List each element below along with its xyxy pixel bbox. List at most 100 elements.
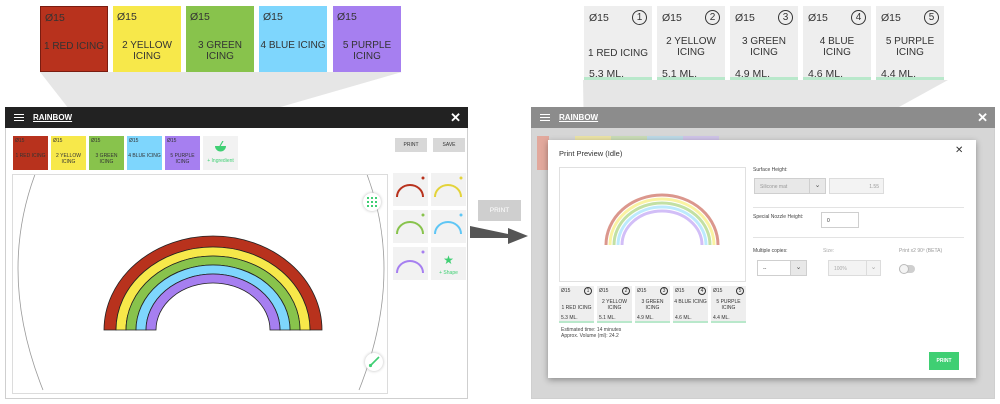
card-name: 5 PURPLE ICING [170, 153, 195, 165]
shape-tile-purple-arc[interactable] [393, 247, 428, 280]
card-diameter: Ø15 [263, 11, 283, 23]
add-ingredient-label: + Ingredient [207, 158, 234, 164]
modal-card-5: Ø15 5 5 PURPLE ICING 4.4 ML. [711, 286, 746, 323]
card-diameter: Ø15 [337, 11, 357, 23]
card-name: 3 GREEN ICING [198, 40, 242, 62]
rotate-label: Print x2 90º (BETA) [899, 248, 943, 254]
grid-icon [367, 197, 377, 207]
modal-close-icon[interactable]: ✕ [955, 145, 964, 156]
surface-select[interactable]: Silicone mat ⌄ [754, 178, 826, 194]
hamburger-menu-icon [540, 114, 550, 121]
close-icon[interactable]: ✕ [450, 110, 461, 125]
card-name: 5 PURPLE ICING [342, 40, 392, 62]
modal-card-1: Ø15 1 1 RED ICING 5.3 ML. [559, 286, 594, 323]
ingredient-card-purple[interactable]: Ø15 5 PURPLE ICING [165, 136, 200, 170]
card-volume: 4.6 ML. [675, 315, 692, 321]
bowl-icon [215, 141, 226, 152]
shape-tile-green-arc[interactable] [393, 210, 428, 243]
brush-button[interactable] [365, 353, 383, 371]
card-volume: 5.1 ML. [662, 68, 698, 80]
center-print-button[interactable]: PRINT [478, 200, 521, 221]
save-button[interactable]: SAVE [433, 138, 465, 152]
card-diameter: Ø15 [713, 288, 723, 294]
card-diameter: Ø15 [808, 12, 828, 24]
star-icon: ★ [443, 253, 454, 267]
ingredient-card-yellow[interactable]: Ø15 2 YELLOW ICING [51, 136, 86, 170]
card-volume: 5.3 ML. [589, 68, 625, 80]
card-name: 2 YELLOW ICING [56, 153, 81, 165]
card-volume: 5.3 ML. [561, 315, 578, 321]
editor-topbar: RAINBOW ✕ [5, 107, 468, 128]
card-diameter: Ø15 [45, 12, 65, 24]
card-diameter: Ø15 [190, 11, 210, 23]
canvas-area[interactable] [12, 174, 388, 394]
estimated-time: Estimated time: 14 minutes [561, 327, 622, 333]
card-diameter: Ø15 [129, 138, 139, 144]
canvas-svg [17, 175, 385, 391]
ingredient-card-red[interactable]: Ø15 1 RED ICING [13, 136, 48, 170]
card-volume: 4.9 ML. [735, 68, 771, 80]
shape-tile-blue-arc[interactable] [431, 210, 466, 243]
add-ingredient-button[interactable]: + Ingredient [203, 136, 238, 170]
card-name: 3 GREEN ICING [641, 299, 664, 311]
approx-volume: Approx. Volume (ml): 24.2 [561, 333, 619, 339]
card-name: 1 RED ICING [15, 153, 46, 159]
surface-height-input[interactable]: 1.55 [829, 178, 884, 194]
card-diameter: Ø15 [15, 138, 25, 144]
shape-tile-yellow-arc[interactable] [431, 173, 466, 206]
card-number: 3 [660, 287, 668, 295]
card-name: 2 YELLOW ICING [666, 36, 716, 58]
modal-card-3: Ø15 3 3 GREEN ICING 4.9 ML. [635, 286, 670, 323]
size-label: Size: [823, 248, 835, 254]
card-diameter: Ø15 [53, 138, 63, 144]
zoom-card-red: Ø15 1 RED ICING [40, 6, 108, 72]
card-number: 4 [698, 287, 706, 295]
ingredient-card-green[interactable]: Ø15 3 GREEN ICING [89, 136, 124, 170]
card-name: 4 BLUE ICING [819, 36, 855, 58]
card-number: 4 [851, 10, 866, 25]
modal-card-4: Ø15 4 4 BLUE ICING 4.6 ML. [673, 286, 708, 323]
zoom-result-card-4: Ø15 4 4 BLUE ICING 4.6 ML. [803, 6, 871, 80]
card-diameter: Ø15 [561, 288, 571, 294]
card-name: 1 RED ICING [587, 48, 648, 59]
print-preview-modal: Print Preview (Idle) ✕ Ø15 1 1 RED ICING… [548, 140, 976, 378]
card-name: 3 GREEN ICING [742, 36, 786, 58]
card-volume: 4.6 ML. [808, 68, 844, 80]
size-select-value: 100% [834, 266, 847, 272]
chevron-down-icon: ⌄ [790, 261, 806, 275]
zoom-result-card-3: Ø15 3 3 GREEN ICING 4.9 ML. [730, 6, 798, 80]
card-diameter: Ø15 [117, 11, 137, 23]
modal-print-button[interactable]: PRINT [929, 352, 959, 370]
chevron-down-icon: ⌄ [866, 261, 880, 275]
preview-topbar: RAINBOW ✕ [531, 107, 995, 128]
zoom-result-card-2: Ø15 2 2 YELLOW ICING 5.1 ML. [657, 6, 725, 80]
card-number: 5 [924, 10, 939, 25]
ingredient-card-blue[interactable]: Ø15 4 BLUE ICING [127, 136, 162, 170]
copies-select[interactable]: -- ⌄ [757, 260, 807, 276]
card-name: 4 BLUE ICING [260, 40, 326, 51]
modal-card-2: Ø15 2 2 YELLOW ICING 5.1 ML. [597, 286, 632, 323]
print-button[interactable]: PRINT [395, 138, 427, 152]
card-diameter: Ø15 [735, 12, 755, 24]
card-number: 2 [705, 10, 720, 25]
add-shape-button[interactable]: ★ + Shape [431, 247, 466, 280]
nozzle-height-label: Special Nozzle Height: [753, 214, 804, 220]
size-select[interactable]: 100% ⌄ [828, 260, 881, 276]
dimmed-card-edge [537, 136, 549, 170]
card-diameter: Ø15 [91, 138, 101, 144]
card-name: 1 RED ICING [43, 41, 104, 52]
card-number: 5 [736, 287, 744, 295]
nozzle-height-input[interactable]: 0 [821, 212, 859, 228]
toggle-knob [899, 264, 909, 274]
zoom-card-green: Ø15 3 GREEN ICING [186, 6, 254, 72]
rotate-toggle[interactable] [899, 264, 915, 274]
shape-tile-red-arc[interactable] [393, 173, 428, 206]
card-name: 4 BLUE ICING [128, 153, 161, 159]
card-name: 5 PURPLE ICING [885, 36, 935, 58]
modal-title: Print Preview (Idle) [559, 149, 623, 158]
grid-toggle-button[interactable] [363, 193, 381, 211]
dimmed-card-strip [575, 136, 755, 142]
card-volume: 4.4 ML. [881, 68, 917, 80]
hamburger-menu-icon[interactable] [14, 114, 24, 121]
card-volume: 4.4 ML. [713, 315, 730, 321]
